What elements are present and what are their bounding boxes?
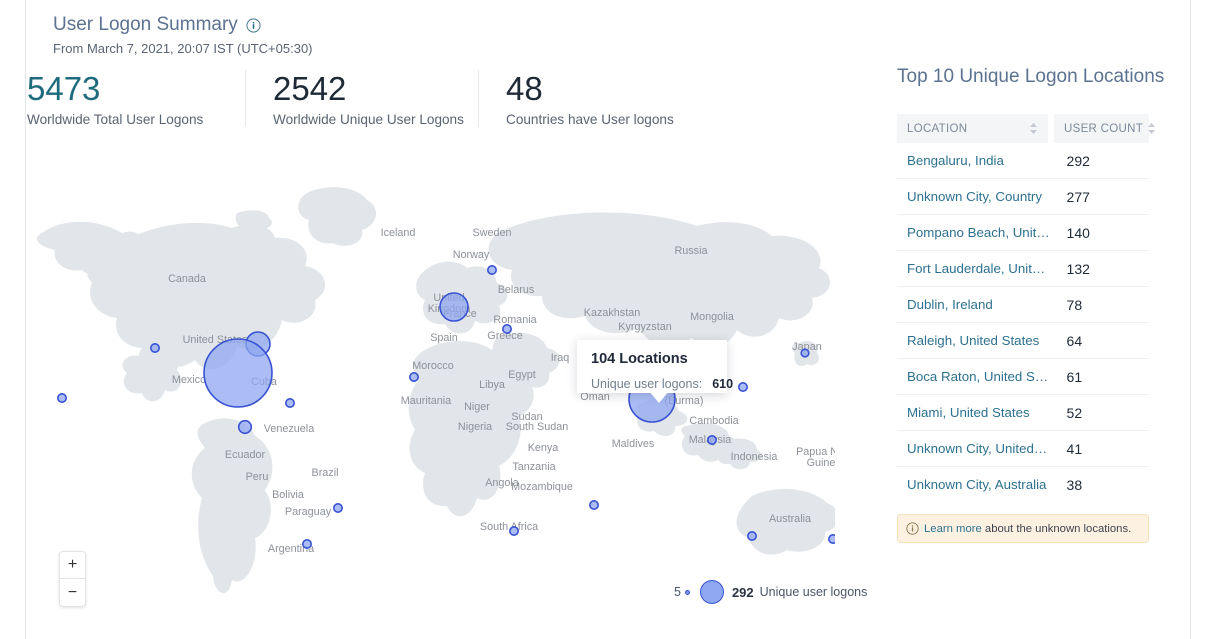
svg-text:Mauritania: Mauritania (401, 395, 451, 407)
svg-text:Bolivia: Bolivia (272, 489, 304, 501)
svg-text:Maldives: Maldives (612, 438, 655, 450)
svg-text:Guinea: Guinea (807, 457, 835, 469)
svg-text:Cambodia: Cambodia (689, 415, 738, 427)
svg-text:Oman: Oman (580, 391, 609, 403)
svg-text:Peru: Peru (246, 471, 269, 483)
svg-text:Mongolia: Mongolia (690, 311, 734, 323)
svg-text:Australia: Australia (769, 513, 811, 525)
svg-text:Kazakhstan: Kazakhstan (584, 307, 640, 319)
svg-text:South Sudan: South Sudan (506, 421, 568, 433)
svg-text:Belarus: Belarus (498, 284, 535, 296)
svg-text:Canada: Canada (168, 273, 206, 285)
svg-text:South Africa: South Africa (480, 521, 538, 533)
svg-text:Niger: Niger (464, 401, 490, 413)
svg-text:Spain: Spain (430, 332, 458, 344)
svg-text:Kyrgyzstan: Kyrgyzstan (618, 321, 671, 333)
svg-text:Kenya: Kenya (528, 442, 559, 454)
svg-text:Norway: Norway (453, 249, 490, 261)
svg-text:Mexico: Mexico (172, 374, 206, 386)
svg-text:Morocco: Morocco (412, 360, 453, 372)
svg-text:Libya: Libya (479, 379, 505, 391)
svg-text:Sweden: Sweden (472, 227, 511, 239)
svg-text:Mozambique: Mozambique (511, 481, 573, 493)
svg-text:Russia: Russia (674, 245, 707, 257)
svg-text:Venezuela: Venezuela (264, 423, 314, 435)
svg-text:Egypt: Egypt (508, 369, 536, 381)
svg-text:Iceland: Iceland (381, 227, 416, 239)
svg-text:Ecuador: Ecuador (225, 449, 266, 461)
svg-text:Romania: Romania (493, 314, 536, 326)
svg-text:Paraguay: Paraguay (285, 506, 332, 518)
svg-text:Tanzania: Tanzania (512, 461, 555, 473)
svg-text:Brazil: Brazil (312, 467, 339, 479)
svg-text:Nigeria: Nigeria (458, 421, 492, 433)
svg-text:Indonesia: Indonesia (731, 451, 778, 463)
svg-text:Iraq: Iraq (551, 352, 570, 364)
